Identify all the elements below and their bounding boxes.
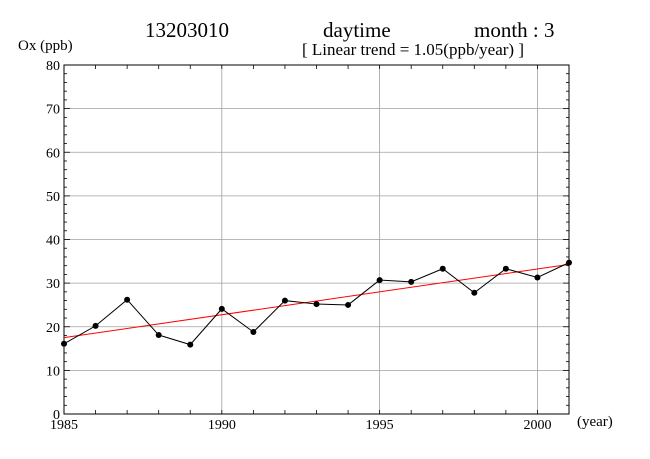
data-point — [502, 265, 509, 272]
data-point — [408, 278, 415, 285]
data-point — [345, 301, 352, 308]
y-tick-label: 10 — [46, 364, 60, 379]
station-id: 13203010 — [145, 18, 229, 42]
data-point — [281, 297, 288, 304]
x-tick-label: 2000 — [523, 418, 551, 433]
trend-line — [63, 263, 570, 339]
y-tick-label: 0 — [53, 408, 60, 423]
data-point — [250, 328, 257, 335]
data-point — [61, 340, 67, 347]
period-label: daytime — [323, 18, 391, 42]
trend-label: [ Linear trend = 1.05(ppb/year) ] — [302, 40, 524, 59]
plot-frame — [63, 64, 570, 415]
y-tick-label: 60 — [46, 146, 60, 161]
y-tick-label: 80 — [46, 59, 60, 74]
x-tick-label: 1990 — [208, 418, 236, 433]
data-point — [534, 274, 541, 281]
x-tick-label: 1995 — [366, 418, 394, 433]
data-point — [187, 341, 194, 348]
data-point — [471, 289, 478, 296]
data-point — [92, 322, 99, 329]
data-point — [313, 301, 320, 308]
data-point — [439, 265, 446, 272]
x-tick-label: 1985 — [50, 418, 78, 433]
data-point — [566, 259, 572, 266]
data-point — [218, 305, 225, 312]
y-tick-label: 30 — [46, 277, 60, 292]
data-point — [376, 277, 383, 284]
y-tick-label: 50 — [46, 190, 60, 205]
data-point — [155, 332, 162, 339]
y-tick-label: 40 — [46, 234, 60, 249]
data-point — [124, 296, 131, 303]
y-tick-label: 20 — [46, 321, 60, 336]
month-label: month : 3 — [474, 18, 555, 42]
y-axis-label: Ox (ppb) — [18, 38, 73, 54]
x-axis-unit-label: (year) — [577, 414, 613, 430]
y-tick-label: 70 — [46, 103, 60, 118]
